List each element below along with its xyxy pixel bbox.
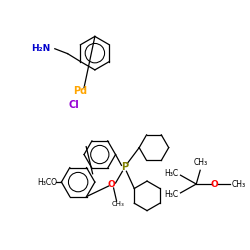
Text: O: O <box>108 180 116 188</box>
Text: P: P <box>121 162 128 172</box>
Text: CH₃: CH₃ <box>232 180 246 188</box>
Text: H₂N: H₂N <box>31 44 50 53</box>
Text: H₃C: H₃C <box>164 169 178 178</box>
Text: Cl: Cl <box>69 100 80 110</box>
Text: H₃CO: H₃CO <box>37 178 57 186</box>
Text: O: O <box>210 180 218 188</box>
Text: CH₃: CH₃ <box>194 158 208 167</box>
Text: Pd: Pd <box>73 86 87 96</box>
Text: CH₃: CH₃ <box>111 201 124 207</box>
Text: H₃C: H₃C <box>164 190 178 200</box>
